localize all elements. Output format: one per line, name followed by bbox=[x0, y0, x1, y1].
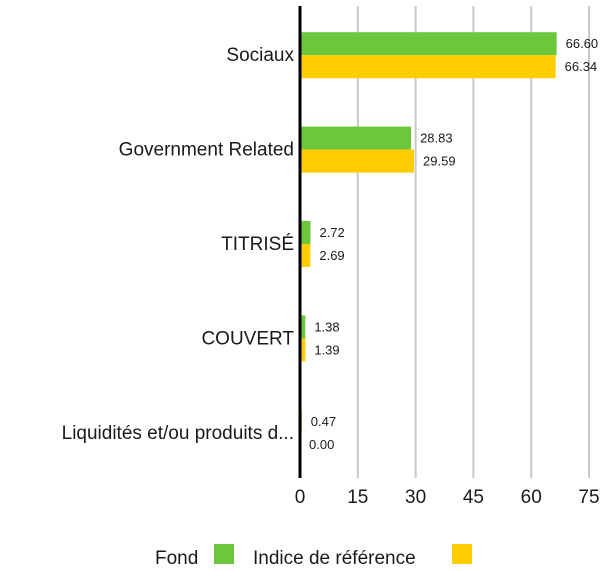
gridlines bbox=[356, 6, 590, 478]
bar-indice-de-reference-government-related bbox=[300, 149, 415, 173]
value-label-fond-titrise: 2.72 bbox=[319, 225, 344, 240]
x-axis-ticks: 0 15 30 45 60 75 bbox=[295, 487, 600, 508]
x-tick-label-15: 15 bbox=[347, 487, 368, 508]
legend-label-fond: Fond bbox=[155, 548, 198, 569]
bar-indice-de-reference-couvert bbox=[300, 338, 306, 362]
value-label-indice-de-reference-liquidites-et-ou-produits-d: 0.00 bbox=[309, 437, 334, 452]
value-label-fond-liquidites-et-ou-produits-d: 0.47 bbox=[311, 414, 336, 429]
x-tick-label-45: 45 bbox=[463, 487, 484, 508]
category-labels: Sociaux Government Related TITRISÉ COUVERT L… bbox=[62, 45, 295, 444]
bar-fond-sociaux bbox=[300, 32, 557, 56]
bar-fond-titrise bbox=[300, 221, 311, 244]
bar-fond-couvert bbox=[300, 315, 306, 339]
bars bbox=[300, 32, 557, 433]
value-labels: 66.60 66.34 28.83 29.59 2.72 2.69 1.38 1.39 0.47… bbox=[309, 36, 598, 452]
category-label-sociaux: Sociaux bbox=[226, 45, 294, 66]
x-tick-label-30: 30 bbox=[405, 487, 426, 508]
value-label-indice-de-reference-couvert: 1.39 bbox=[314, 342, 339, 357]
value-label-indice-de-reference-sociaux: 66.34 bbox=[565, 59, 598, 74]
category-label-titrise: TITRISÉ bbox=[221, 234, 294, 255]
bar-indice-de-reference-sociaux bbox=[300, 55, 556, 79]
value-label-fond-couvert: 1.38 bbox=[314, 319, 339, 334]
legend-swatch-indice bbox=[452, 544, 472, 564]
category-label-liquidites-et-ou-produits-d: Liquidités et/ou produits d... bbox=[62, 423, 294, 444]
category-label-couvert: COUVERT bbox=[201, 328, 294, 349]
value-label-fond-sociaux: 66.60 bbox=[566, 36, 599, 51]
value-label-indice-de-reference-government-related: 29.59 bbox=[423, 154, 456, 169]
value-label-indice-de-reference-titrise: 2.69 bbox=[319, 248, 344, 263]
x-tick-label-0: 0 bbox=[295, 487, 306, 508]
category-label-government-related: Government Related bbox=[119, 140, 294, 161]
legend: Fond Indice de référence bbox=[155, 544, 472, 569]
legend-swatch-fond bbox=[214, 544, 234, 564]
x-tick-label-60: 60 bbox=[521, 487, 542, 508]
legend-label-indice: Indice de référence bbox=[253, 548, 416, 569]
x-tick-label-75: 75 bbox=[578, 487, 599, 508]
value-label-fond-government-related: 28.83 bbox=[420, 131, 453, 146]
bar-fond-government-related bbox=[300, 126, 412, 150]
bar-indice-de-reference-titrise bbox=[300, 244, 311, 267]
